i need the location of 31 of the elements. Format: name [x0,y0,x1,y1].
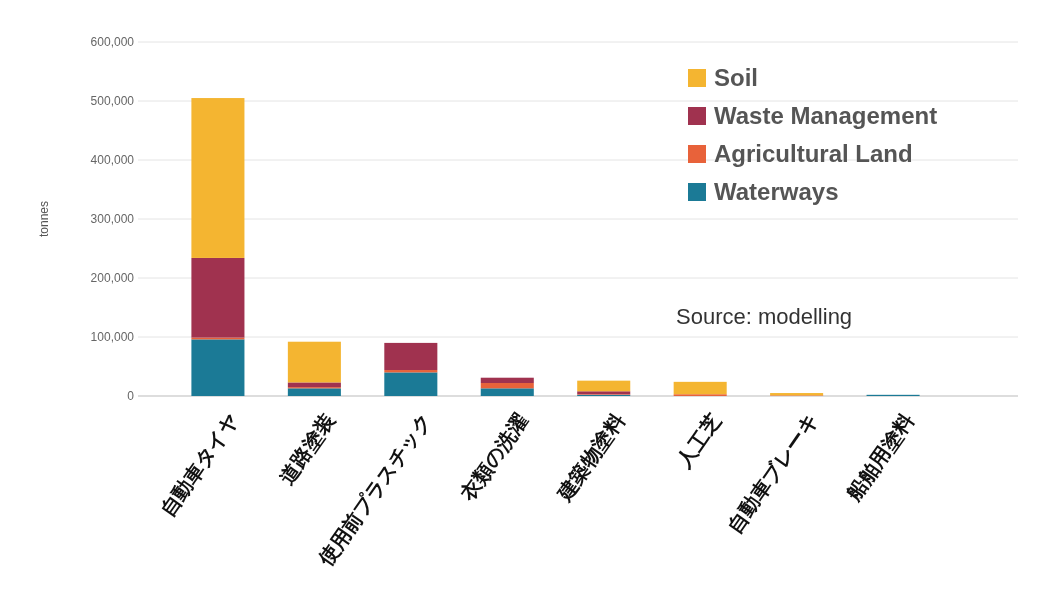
x-tick-label: 建築物塗料 [551,409,630,507]
bar [384,342,438,371]
legend-label: Waterways [714,178,839,206]
y-tick-label: 600,000 [90,35,135,50]
bar [577,380,631,392]
bar [480,383,534,389]
bar [480,377,534,384]
legend-label: Waste Management [714,102,938,130]
legend-label: Soil [714,64,759,92]
x-tick-label: 道路塗装 [274,409,340,489]
bar [287,388,341,396]
x-tick-label: 船舶用塗料 [841,409,919,506]
bar [673,381,727,395]
y-tick-label: 0 [127,389,135,404]
y-axis-title: tonnes [37,200,51,238]
bar [191,257,245,338]
y-tick-label: 200,000 [90,271,135,286]
y-tick-label: 500,000 [90,94,135,109]
bar [384,372,438,396]
legend-label: Agricultural Land [714,140,913,168]
bar [191,98,245,258]
bar [480,388,534,396]
bar [287,382,341,388]
y-tick-label: 100,000 [90,330,135,345]
annotation: Source: modelling [676,303,853,329]
bar [287,341,341,383]
y-tick-label: 300,000 [90,212,135,227]
bar [191,339,245,396]
x-tick-label: 衣類の洗濯 [455,409,533,506]
y-tick-label: 400,000 [90,153,135,168]
x-tick-label: 自動車タイヤ [155,409,244,522]
